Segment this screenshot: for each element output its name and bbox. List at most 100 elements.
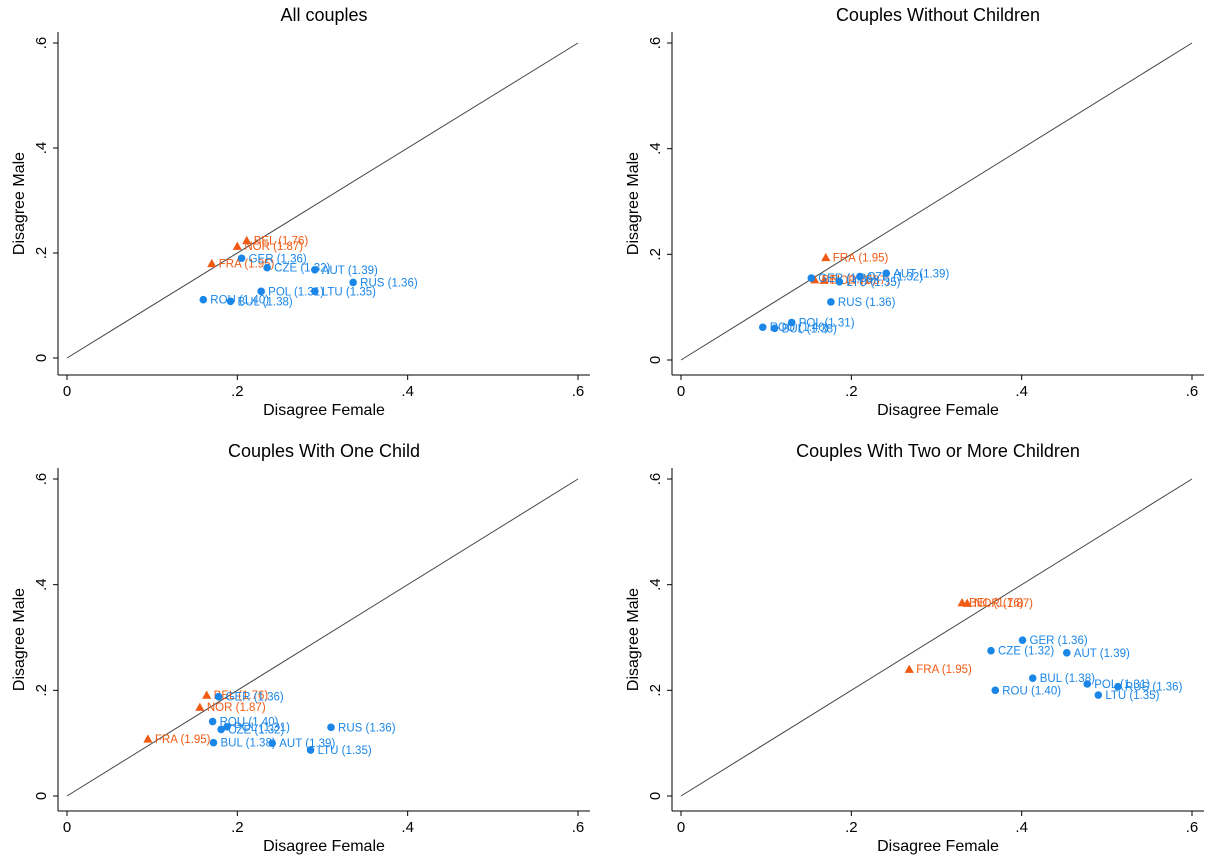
chart-title: Couples With Two or More Children [796, 441, 1080, 461]
point-label: RUS (1.36) [1125, 682, 1183, 694]
x-tick-label: .2 [231, 819, 244, 836]
circle-marker [311, 266, 319, 274]
point-label: BUL (1.38) [220, 738, 275, 750]
point-label: RUS (1.36) [838, 297, 896, 309]
data-point: NOR (1.87) [195, 702, 266, 714]
point-label: NOR (1.87) [831, 275, 890, 287]
point-label: BUL (1.38) [238, 296, 293, 308]
data-point: POL (1.31) [1083, 679, 1150, 691]
data-point: ROU (1.40) [208, 717, 279, 729]
data-point: POL (1.31) [257, 286, 324, 298]
circle-marker [770, 324, 779, 333]
reference-line-45deg [66, 42, 579, 359]
y-tick-label: .4 [647, 578, 664, 591]
data-point: ROU (1.40) [758, 322, 829, 334]
circle-marker [214, 692, 223, 701]
y-tick-label: .2 [647, 248, 664, 261]
data-point: FRA (1.95) [821, 253, 889, 265]
triangle-marker [207, 258, 217, 268]
y-tick-label: .2 [33, 247, 50, 260]
chart-title: Couples Without Children [836, 5, 1040, 25]
circle-marker [827, 298, 835, 306]
y-tick-label: 0 [33, 354, 50, 362]
circle-marker [199, 295, 208, 304]
x-axis-title: Disagree Female [877, 838, 999, 855]
point-label: AUT (1.39) [893, 268, 949, 280]
data-point: BUL (1.38) [1028, 673, 1095, 685]
data-point: AUT (1.39) [311, 265, 378, 277]
y-axis-title: Disagree Male [625, 588, 642, 691]
point-label: BUL (1.38) [782, 323, 837, 335]
x-tick-label: .4 [1015, 383, 1028, 400]
y-tick-label: .6 [33, 473, 50, 486]
data-point: FRA (1.95) [143, 734, 211, 746]
data-point: LTU (1.35) [311, 286, 376, 298]
triangle-marker [904, 664, 914, 673]
triangle-marker [195, 702, 205, 711]
data-point: BEL (1.76) [242, 235, 308, 247]
data-point: BUL (1.38) [770, 323, 837, 335]
x-tick-label: .4 [401, 819, 414, 836]
point-label: GER (1.36) [1030, 635, 1088, 647]
circle-marker [856, 272, 864, 281]
reference-line-45deg [680, 42, 1193, 361]
data-point: CZE (1.32) [263, 263, 331, 275]
chart-panel-4: Couples With Two or More Children 0 .2 .4 .6… [625, 441, 1204, 855]
data-point: BUL (1.38) [209, 738, 276, 750]
triangle-marker [232, 241, 242, 250]
point-label: ROU (1.40) [770, 322, 829, 334]
point-label: LTU (1.35) [1105, 690, 1159, 702]
x-tick-label: 0 [677, 383, 685, 400]
data-point: LTU (1.35) [1094, 690, 1160, 702]
point-label: NOR (1.87) [244, 241, 303, 253]
point-label: FRA (1.95) [916, 664, 972, 676]
circle-marker [1063, 649, 1071, 657]
x-tick-label: .4 [401, 383, 414, 400]
point-label: LTU (1.35) [846, 277, 900, 289]
point-label: POL (1.31) [268, 286, 324, 298]
circle-marker [263, 263, 271, 272]
data-point: NOR (1.87) [232, 241, 303, 253]
point-label: FRA (1.95) [219, 259, 275, 271]
y-tick-label: .4 [33, 578, 50, 591]
y-axis-title: Disagree Male [11, 588, 28, 691]
y-tick-label: .6 [647, 473, 664, 486]
y-tick-label: 0 [33, 792, 50, 800]
data-point: GER (1.36) [1018, 635, 1088, 647]
x-axis-title: Disagree Female [263, 402, 385, 419]
data-point: GER (1.36) [214, 692, 284, 704]
point-label: ROU (1.40) [210, 295, 269, 307]
x-tick-label: .6 [1186, 819, 1199, 836]
point-label: LTU (1.35) [322, 286, 376, 298]
point-label: AUT (1.39) [322, 265, 378, 277]
x-tick-label: .2 [845, 383, 858, 400]
circle-marker [1028, 674, 1037, 682]
chart-title: All couples [280, 5, 367, 25]
point-label: FRA (1.95) [833, 253, 889, 265]
point-label: ROU (1.40) [220, 717, 279, 729]
triangle-marker [202, 690, 212, 699]
circle-marker [217, 725, 225, 734]
circle-marker [758, 323, 767, 332]
reference-line-45deg [66, 478, 579, 797]
circle-marker [787, 318, 796, 327]
point-label: FRA (1.95) [155, 734, 211, 746]
point-label: GER (1.36) [249, 253, 307, 265]
circle-marker [835, 278, 844, 286]
triangle-marker [242, 235, 252, 245]
data-point: AUT (1.39) [268, 738, 335, 750]
chart-title: Couples With One Child [228, 441, 420, 461]
triangle-marker [819, 275, 829, 284]
circle-marker [1094, 691, 1103, 699]
chart-panel-2: Couples Without Children 0 .2 .4 .6 0 .2 .4 .6 Di… [625, 5, 1204, 419]
point-label: CZE (1.32) [228, 724, 284, 736]
data-point: LTU (1.35) [835, 277, 901, 289]
circle-marker [882, 269, 891, 278]
circle-marker [226, 297, 235, 306]
y-tick-label: .6 [647, 37, 664, 50]
y-tick-label: 0 [647, 792, 664, 800]
circle-marker [1114, 682, 1122, 691]
point-label: POL (1.31) [1094, 679, 1150, 691]
point-label: RUS (1.36) [360, 277, 418, 289]
data-point: RUS (1.36) [327, 722, 396, 734]
